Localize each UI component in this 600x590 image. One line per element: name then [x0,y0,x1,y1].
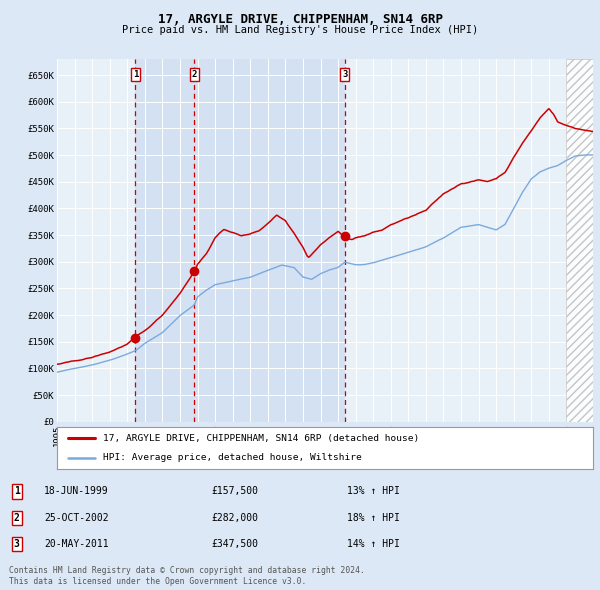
Text: This data is licensed under the Open Government Licence v3.0.: This data is licensed under the Open Gov… [9,577,307,586]
Text: £282,000: £282,000 [212,513,259,523]
Text: Price paid vs. HM Land Registry's House Price Index (HPI): Price paid vs. HM Land Registry's House … [122,25,478,35]
Text: 1: 1 [14,487,20,496]
Text: 14% ↑ HPI: 14% ↑ HPI [347,539,400,549]
Text: 18% ↑ HPI: 18% ↑ HPI [347,513,400,523]
Text: 2: 2 [14,513,20,523]
Text: 3: 3 [14,539,20,549]
Text: 18-JUN-1999: 18-JUN-1999 [44,487,109,496]
Text: 20-MAY-2011: 20-MAY-2011 [44,539,109,549]
Text: Contains HM Land Registry data © Crown copyright and database right 2024.: Contains HM Land Registry data © Crown c… [9,566,365,575]
Text: £347,500: £347,500 [212,539,259,549]
Bar [194,59,345,422]
Bar [566,59,593,422]
Text: 17, ARGYLE DRIVE, CHIPPENHAM, SN14 6RP: 17, ARGYLE DRIVE, CHIPPENHAM, SN14 6RP [157,13,443,26]
Text: HPI: Average price, detached house, Wiltshire: HPI: Average price, detached house, Wilt… [103,453,361,462]
Text: 3: 3 [342,70,347,78]
Text: 13% ↑ HPI: 13% ↑ HPI [347,487,400,496]
Bar [136,59,194,422]
Text: 25-OCT-2002: 25-OCT-2002 [44,513,109,523]
Text: 17, ARGYLE DRIVE, CHIPPENHAM, SN14 6RP (detached house): 17, ARGYLE DRIVE, CHIPPENHAM, SN14 6RP (… [103,434,419,442]
Text: 2: 2 [191,70,197,78]
Text: £157,500: £157,500 [212,487,259,496]
Text: 1: 1 [133,70,138,78]
